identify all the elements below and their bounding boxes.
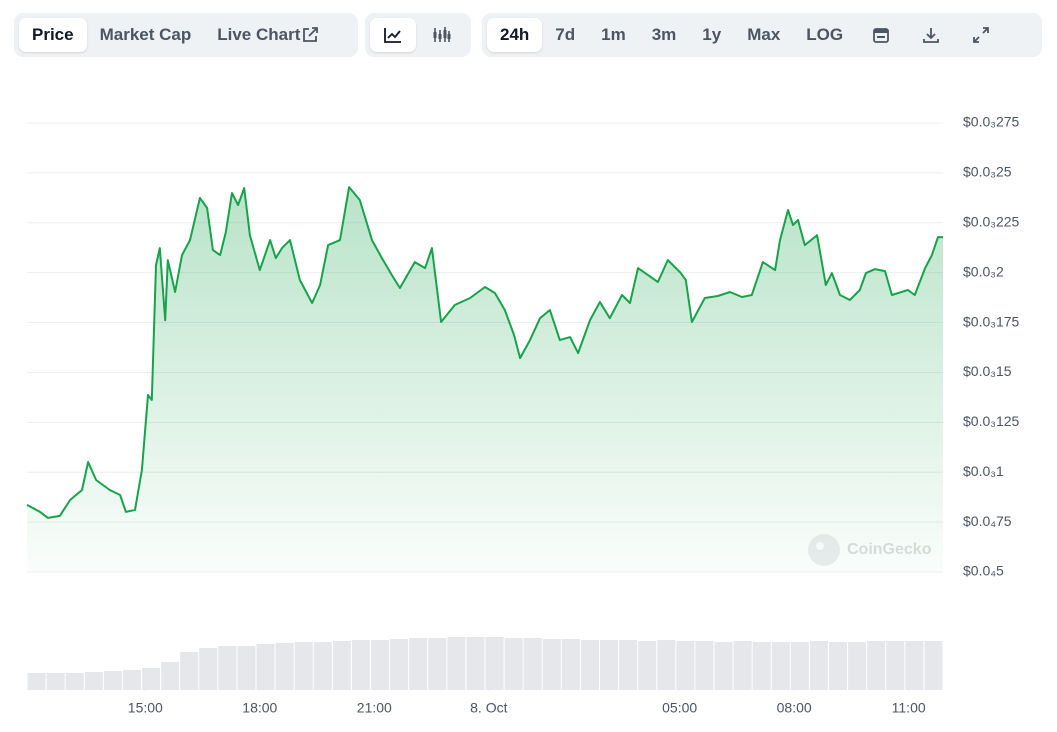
volume-bar <box>371 640 390 690</box>
y-tick-label: $0.0₃125 <box>963 413 1020 429</box>
range-button[interactable]: 3m <box>651 25 677 44</box>
y-tick-label: $0.0₄5 <box>963 563 1004 579</box>
volume-bar <box>600 640 619 690</box>
range-button[interactable]: 7d <box>555 25 576 44</box>
volume-bar <box>332 641 351 690</box>
watermark-text: CoinGecko <box>847 541 932 558</box>
download-icon <box>923 28 940 43</box>
volume-bar <box>485 637 504 690</box>
tab-group: Price Market Cap Live Chart <box>14 13 358 57</box>
tab-link[interactable]: Live Chart <box>204 18 324 52</box>
volume-bar <box>351 640 370 690</box>
candle-chart-button[interactable] <box>416 18 466 52</box>
watermark: CoinGecko <box>808 534 932 566</box>
volume-bar <box>275 643 294 690</box>
download-button[interactable] <box>906 18 956 52</box>
volume-bar <box>46 673 65 690</box>
tab[interactable]: Market Cap <box>99 25 192 44</box>
volume-bar <box>580 640 599 690</box>
volume-bar <box>733 641 752 690</box>
y-tick-label: $0.0₃15 <box>963 363 1012 379</box>
volume-bar <box>657 640 676 690</box>
x-tick-label: 05:00 <box>662 700 697 716</box>
volume-bar <box>103 671 122 690</box>
volume-bar <box>313 642 332 690</box>
y-tick-label: $0.0₃175 <box>963 313 1020 329</box>
external-icon <box>303 27 319 42</box>
volume-bar <box>466 637 485 690</box>
candle-icon <box>433 27 451 42</box>
volume-bar <box>867 641 886 690</box>
volume-bar <box>752 642 771 690</box>
x-tick-label: 8. Oct <box>470 700 507 716</box>
y-tick-label: $0.0₃25 <box>963 164 1012 180</box>
volume-bar <box>561 639 580 690</box>
volume-bar <box>428 638 447 690</box>
volume-bar <box>714 642 733 690</box>
y-tick-label: $0.0₄75 <box>963 513 1012 529</box>
volume-bar <box>199 648 218 690</box>
volume-bar <box>409 638 428 690</box>
line-icon <box>384 28 401 43</box>
volume-bar <box>122 670 141 690</box>
y-tick-label: $0.0₃2 <box>963 263 1004 279</box>
calendar-button[interactable] <box>856 18 906 52</box>
calendar-icon <box>873 28 890 43</box>
volume-bar <box>829 642 848 690</box>
fullscreen-icon <box>973 27 990 43</box>
y-tick-label: $0.0₃225 <box>963 213 1020 229</box>
volume-bar <box>676 641 695 690</box>
volume-bar <box>695 641 714 690</box>
range-group: 24h 7d 1m 3m 1y Max LOG <box>482 13 1042 57</box>
range-button[interactable]: 1y <box>702 25 722 44</box>
volume-bar <box>790 642 809 690</box>
x-tick-label: 18:00 <box>242 700 277 716</box>
fullscreen-button[interactable] <box>956 18 1006 52</box>
volume-bar <box>447 637 466 690</box>
volume-bar <box>771 642 790 690</box>
volume-bar <box>27 673 46 690</box>
tab: Live Chart <box>217 25 301 44</box>
x-tick-label: 21:00 <box>357 700 392 716</box>
x-tick-label: 11:00 <box>892 700 926 716</box>
volume-bar <box>924 641 943 690</box>
volume-bar <box>638 641 657 690</box>
volume-bar <box>237 646 256 690</box>
chart-type-group <box>365 13 471 57</box>
volume-bar <box>256 644 275 690</box>
volume-bar <box>848 642 867 690</box>
log-button[interactable]: LOG <box>806 25 844 44</box>
tab[interactable]: Price <box>19 18 87 52</box>
volume-bar <box>142 668 161 690</box>
y-tick-label: $0.0₃1 <box>963 463 1004 479</box>
volume-bar <box>84 672 103 690</box>
x-tick-label: 08:00 <box>777 700 812 716</box>
volume-bar <box>180 652 199 690</box>
range-button[interactable]: Max <box>747 25 781 44</box>
price-area <box>27 187 943 572</box>
volume-bar <box>542 639 561 690</box>
volume-bar <box>809 641 828 690</box>
y-tick-label: $0.0₃275 <box>963 114 1020 130</box>
volume-bar <box>65 673 84 690</box>
volume-bar <box>905 641 924 690</box>
volume-bar <box>218 646 237 690</box>
range-button[interactable]: 24h <box>487 18 543 52</box>
x-tick-label: 15:00 <box>128 700 163 716</box>
line-chart-button[interactable] <box>370 18 416 52</box>
volume-bar <box>619 640 638 690</box>
volume-bar <box>886 641 905 690</box>
volume-bar <box>161 662 180 690</box>
volume-bar <box>390 639 409 690</box>
volume-bar <box>294 642 313 690</box>
volume-bar <box>504 638 523 690</box>
volume-bar <box>523 638 542 690</box>
price-line <box>26 186 943 519</box>
range-button[interactable]: 1m <box>601 25 626 44</box>
